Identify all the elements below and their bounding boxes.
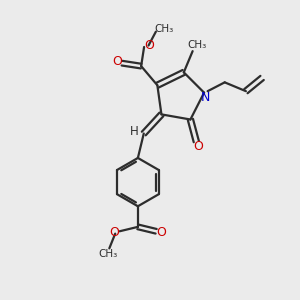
Text: O: O: [110, 226, 119, 239]
Text: CH₃: CH₃: [188, 40, 207, 50]
Text: O: O: [145, 39, 154, 52]
Text: N: N: [201, 92, 210, 104]
Text: O: O: [194, 140, 204, 153]
Text: O: O: [112, 55, 122, 68]
Text: CH₃: CH₃: [98, 249, 118, 259]
Text: CH₃: CH₃: [154, 24, 174, 34]
Text: H: H: [130, 125, 139, 138]
Text: O: O: [157, 226, 166, 239]
